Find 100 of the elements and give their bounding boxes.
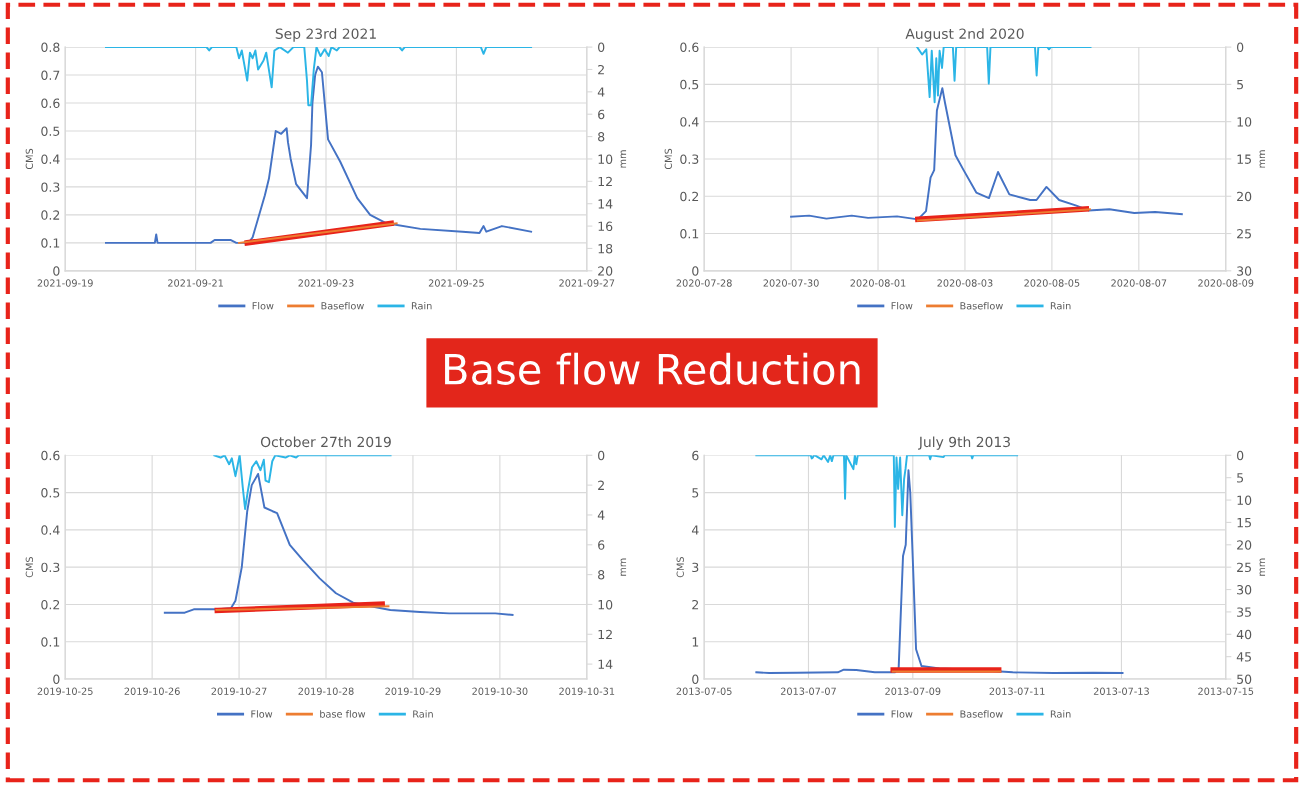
legend-label: Flow <box>891 301 913 310</box>
y2-tick-label: 20 <box>598 266 613 276</box>
y2-tick-label: 8 <box>598 570 605 580</box>
x-tick-label: 2020-08-05 <box>1024 279 1080 287</box>
x-tick-label: 2020-07-30 <box>763 279 819 287</box>
y2-axis-title: mm <box>620 558 627 576</box>
y2-axis-title: mm <box>620 150 627 168</box>
y-tick-label: 0.4 <box>680 117 699 127</box>
y2-axis-title: mm <box>1259 150 1266 168</box>
y2-tick-label: 20 <box>1237 540 1252 550</box>
y-tick-label: 0.5 <box>680 79 699 90</box>
x-tick-label: 2013-07-09 <box>885 687 941 695</box>
y-tick-label: 0.6 <box>41 450 60 461</box>
y-tick-label: 4 <box>691 525 699 535</box>
y-tick-label: 0.4 <box>41 154 60 164</box>
y-tick-label: 0.3 <box>680 154 699 164</box>
x-tick-label: 2013-07-07 <box>780 687 836 695</box>
y-tick-label: 0.1 <box>680 229 699 239</box>
y-tick-label: 3 <box>692 562 699 573</box>
y2-tick-label: 8 <box>598 132 605 142</box>
legend-label: Baseflow <box>960 301 1003 310</box>
y-tick-label: 1 <box>692 637 699 647</box>
y2-tick-label: 40 <box>1236 629 1252 640</box>
x-tick-label: 2019-10-29 <box>385 687 441 695</box>
y2-tick-label: 5 <box>1237 473 1244 483</box>
y2-tick-label: 20 <box>1237 191 1252 202</box>
y-axis-title: CMS <box>664 148 672 170</box>
y-tick-label: 0.2 <box>680 191 699 202</box>
x-tick-label: 2020-07-28 <box>676 279 732 287</box>
chart-title: July 9th 2013 <box>918 436 1010 450</box>
y2-tick-label: 16 <box>598 221 613 232</box>
legend-label: Rain <box>1050 710 1071 718</box>
y2-tick-label: 50 <box>1237 674 1252 684</box>
legend-label: Baseflow <box>960 710 1003 718</box>
y-axis-title: CMS <box>676 557 684 578</box>
y-axis-title: CMS <box>25 148 34 170</box>
y2-axis-title: mm <box>1259 558 1266 576</box>
y2-tick-label: 2 <box>598 480 604 490</box>
x-tick-label: 2013-07-11 <box>989 687 1045 695</box>
y2-tick-label: 10 <box>598 154 613 164</box>
y-axis-title: CMS <box>25 557 34 578</box>
x-tick-label: 2021-09-21 <box>168 279 223 287</box>
y-tick-label: 0 <box>53 266 60 276</box>
x-tick-label: 2013-07-05 <box>676 687 732 695</box>
y-tick-label: 5 <box>692 488 699 498</box>
y2-tick-label: 30 <box>1237 585 1252 595</box>
y-tick-label: 0.6 <box>41 98 60 108</box>
y2-tick-label: 6 <box>598 109 605 120</box>
x-tick-label: 2020-08-01 <box>850 279 906 287</box>
x-tick-label: 2019-10-31 <box>559 687 615 695</box>
y-tick-label: 0.3 <box>41 182 60 192</box>
x-tick-label: 2019-10-28 <box>298 687 354 695</box>
y2-tick-label: 15 <box>1237 154 1251 164</box>
y-tick-label: 0.5 <box>41 488 60 498</box>
legend-label: Flow <box>252 301 274 310</box>
x-tick-label: 2019-10-26 <box>124 687 180 695</box>
y2-tick-label: 10 <box>598 599 613 610</box>
y-tick-label: 0.4 <box>41 525 60 535</box>
y2-tick-label: 10 <box>1237 117 1252 127</box>
legend-label: Rain <box>413 710 433 718</box>
legend-label: Rain <box>411 301 432 310</box>
x-tick-label: 2021-09-19 <box>37 279 93 287</box>
y2-tick-label: 35 <box>1237 607 1251 617</box>
x-tick-label: 2021-09-25 <box>428 279 484 287</box>
y2-tick-label: 12 <box>598 629 612 640</box>
y2-tick-label: 5 <box>1237 80 1244 90</box>
y-tick-label: 0 <box>692 674 699 684</box>
y2-tick-label: 2 <box>598 64 604 75</box>
legend-label: Flow <box>891 710 913 718</box>
y2-tick-label: 10 <box>1237 495 1252 505</box>
y-tick-label: 0.2 <box>41 210 60 220</box>
legend-label: base flow <box>320 710 366 718</box>
x-tick-label: 2013-07-15 <box>1198 687 1254 695</box>
y-tick-label: 0.1 <box>41 238 60 248</box>
legend-label: Rain <box>1050 301 1071 310</box>
y2-tick-label: 25 <box>1237 229 1251 239</box>
chart-title: August 2nd 2020 <box>905 28 1024 42</box>
y2-tick-label: 18 <box>598 243 613 254</box>
y2-tick-label: 25 <box>1237 562 1251 573</box>
x-tick-label: 2020-08-03 <box>937 279 993 287</box>
x-tick-label: 2019-10-30 <box>472 687 528 695</box>
y-tick-label: 0.3 <box>41 562 60 573</box>
y-tick-label: 0.1 <box>41 637 60 647</box>
x-tick-label: 2020-08-09 <box>1198 279 1254 287</box>
y2-tick-label: 0 <box>598 450 605 461</box>
y-tick-label: 0.5 <box>41 126 60 136</box>
y2-tick-label: 15 <box>1237 518 1251 528</box>
y-tick-label: 0 <box>692 266 699 276</box>
x-tick-label: 2013-07-13 <box>1093 687 1149 695</box>
chart-title: Sep 23rd 2021 <box>275 28 376 42</box>
y-tick-label: 0.7 <box>41 70 60 80</box>
y-tick-label: 0.2 <box>41 599 60 610</box>
legend-label: Flow <box>251 710 273 718</box>
y-tick-label: 0 <box>53 674 60 684</box>
x-tick-label: 2019-10-27 <box>211 687 267 695</box>
y2-tick-label: 14 <box>598 659 613 669</box>
x-tick-label: 2019-10-25 <box>37 687 93 695</box>
x-tick-label: 2021-09-27 <box>559 279 615 287</box>
y2-tick-label: 4 <box>597 87 605 97</box>
y2-tick-label: 45 <box>1236 652 1251 662</box>
